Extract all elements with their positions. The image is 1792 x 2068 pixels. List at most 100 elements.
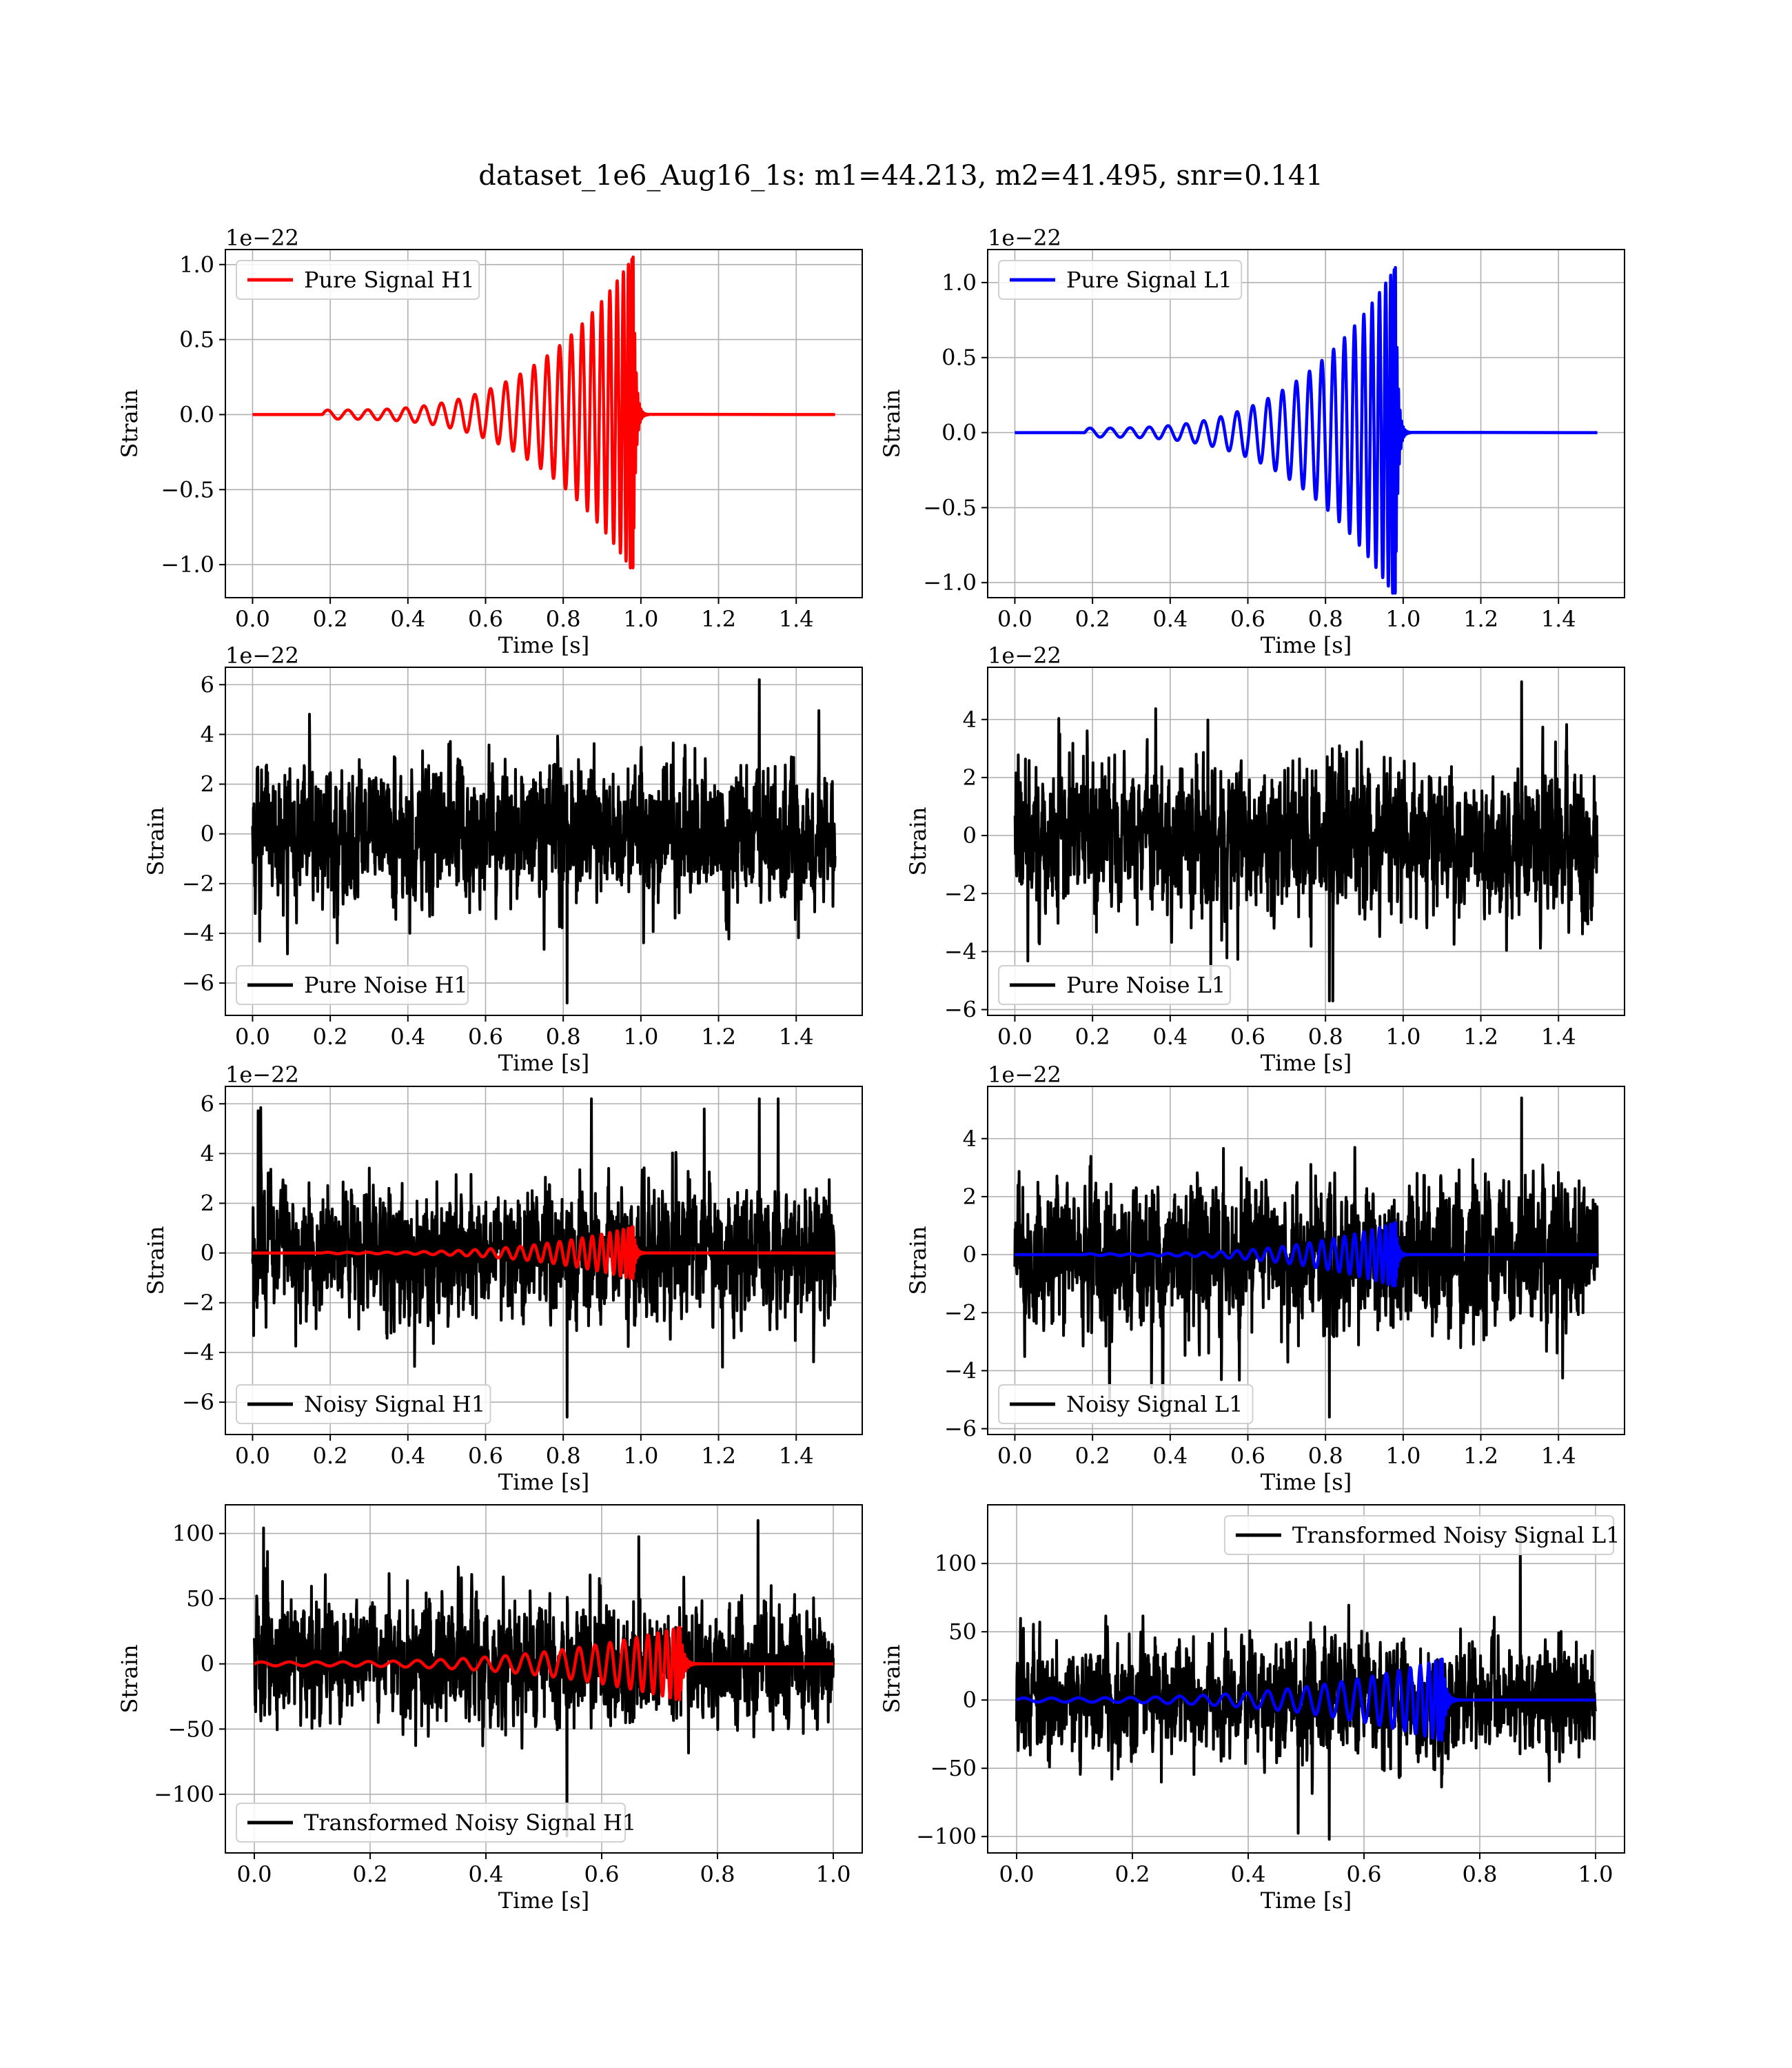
y-tick-label: −4 <box>944 938 977 964</box>
x-tick-label: 0.0 <box>235 1443 270 1469</box>
x-tick-label: 1.0 <box>623 1024 658 1050</box>
legend-label: Pure Signal L1 <box>1066 267 1232 293</box>
y-tick-label: 2 <box>201 1190 214 1217</box>
x-tick-label: 1.4 <box>779 1024 814 1050</box>
y-tick-label: −2 <box>182 1290 214 1316</box>
legend: Transformed Noisy Signal L1 <box>1223 1515 1620 1555</box>
x-tick-label: 0.2 <box>313 1443 348 1469</box>
x-tick-label: 0.2 <box>313 1024 348 1050</box>
y-offset-text: 1e−22 <box>988 1062 1061 1088</box>
axes-frame <box>987 1086 1625 1435</box>
x-axis-label: Time [s] <box>1261 1469 1352 1495</box>
x-tick-label: 1.2 <box>701 1024 736 1050</box>
x-tick-label: 0.6 <box>1230 1443 1265 1469</box>
x-tick-label: 0.2 <box>1075 1024 1110 1050</box>
y-tick-label: −50 <box>930 1755 977 1781</box>
x-axis-label: Time [s] <box>498 1050 589 1076</box>
legend-frame <box>1223 1515 1614 1555</box>
legend-frame <box>236 965 469 1005</box>
signal-series-line <box>1015 1221 1598 1288</box>
x-tick-label: 0.4 <box>390 1443 425 1469</box>
y-tick-label: 6 <box>201 1091 214 1117</box>
subplot-transformed-l1: 0.0 0.2 0.4 0.6 0.8 1.0 Time [s] −100 −50 0 50 100 S… <box>879 1504 1625 1914</box>
legend: Pure Noise L1 <box>998 965 1231 1005</box>
subplot-grid: 0.0 0.2 0.4 0.6 0.8 1.0 1.2 1.4 Time [s] −1.0 −0.5… <box>116 225 1625 1914</box>
x-axis-label: Time [s] <box>498 632 589 658</box>
y-tick-label: −50 <box>167 1716 214 1742</box>
x-tick-label: 1.4 <box>1541 606 1576 632</box>
x-tick-label: 1.0 <box>623 1443 658 1469</box>
noise-series-line <box>251 678 837 1004</box>
x-tick-label: 0.2 <box>1115 1861 1150 1887</box>
y-tick-label: −0.5 <box>161 476 214 503</box>
x-tick-label: 0.6 <box>468 1024 503 1050</box>
legend-frame <box>998 965 1231 1005</box>
subplot-pure-signal-l1: 0.0 0.2 0.4 0.6 0.8 1.0 1.2 1.4 Time [s] −1.0 −0.5… <box>879 225 1625 658</box>
legend-frame <box>998 260 1243 300</box>
x-tick-label: 0.8 <box>1308 606 1343 632</box>
y-tick-label: −6 <box>182 970 214 996</box>
x-axis: 0.0 0.2 0.4 0.6 0.8 1.0 1.2 1.4 Time [s] <box>997 1015 1576 1076</box>
y-tick-label: −100 <box>916 1823 977 1849</box>
y-offset-text: 1e−22 <box>225 1062 299 1088</box>
x-tick-label: 0.0 <box>999 1861 1035 1887</box>
y-tick-label: 100 <box>172 1521 214 1547</box>
plot-area <box>252 255 835 570</box>
x-tick-label: 0.2 <box>1075 606 1110 632</box>
x-tick-label: 0.0 <box>235 1024 270 1050</box>
y-axis: −6 −4 −2 0 2 4 Strain <box>905 1126 988 1442</box>
plot-area <box>252 1519 835 1838</box>
y-tick-label: 100 <box>935 1550 977 1577</box>
x-tick-label: 0.2 <box>353 1861 388 1887</box>
signal-series-line <box>252 1225 835 1280</box>
y-tick-label: −6 <box>944 997 977 1023</box>
y-axis: −100 −50 0 50 100 Strain <box>879 1550 988 1849</box>
x-tick-label: 0.8 <box>546 606 581 632</box>
x-tick-label: 0.4 <box>390 1024 425 1050</box>
y-tick-label: 0 <box>963 822 977 849</box>
x-tick-label: 1.2 <box>1463 1443 1498 1469</box>
plot-area <box>251 678 837 1004</box>
x-tick-label: 0.4 <box>469 1861 504 1887</box>
y-tick-label: 0 <box>201 1240 214 1266</box>
y-tick-label: −100 <box>154 1781 214 1807</box>
legend: Pure Signal H1 <box>236 260 480 300</box>
y-axis: −100 −50 0 50 100 Strain <box>116 1521 225 1807</box>
y-axis-label: Strain <box>905 1226 931 1295</box>
plot-area <box>1013 680 1599 1002</box>
noise-series-line <box>253 1519 835 1838</box>
y-tick-label: 4 <box>963 1126 977 1152</box>
x-tick-label: 0.6 <box>1347 1861 1382 1887</box>
legend-label: Pure Noise H1 <box>304 972 468 998</box>
y-tick-label: −1.0 <box>923 569 977 596</box>
noise-series-line <box>1013 680 1599 1002</box>
x-tick-label: 0.2 <box>1075 1443 1110 1469</box>
axes-frame <box>987 249 1625 598</box>
y-tick-label: 1.0 <box>941 270 977 296</box>
legend-label: Noisy Signal H1 <box>304 1391 485 1417</box>
subplot-noisy-signal-h1: 0.0 0.2 0.4 0.6 0.8 1.0 1.2 1.4 Time [s] −6 −4 −2 0 2… <box>143 1062 863 1495</box>
y-tick-label: 0.0 <box>941 420 977 446</box>
legend-frame <box>236 1803 627 1843</box>
x-tick-label: 0.8 <box>1308 1443 1343 1469</box>
x-tick-label: 0.8 <box>546 1443 581 1469</box>
x-tick-label: 1.4 <box>1541 1443 1576 1469</box>
y-tick-label: 6 <box>201 671 214 698</box>
x-tick-label: 0.4 <box>1152 1443 1188 1469</box>
subplot-pure-noise-l1: 0.0 0.2 0.4 0.6 0.8 1.0 1.2 1.4 Time [s] −6 −4 −2 0 2… <box>905 642 1625 1076</box>
y-tick-label: −2 <box>182 871 214 897</box>
y-axis: −6 −4 −2 0 2 4 Strain <box>905 707 988 1023</box>
x-tick-label: 0.6 <box>468 1443 503 1469</box>
axes-frame <box>225 1086 863 1435</box>
y-offset-text: 1e−22 <box>225 225 299 251</box>
y-axis-label: Strain <box>879 389 905 458</box>
x-tick-label: 0.6 <box>1230 1024 1265 1050</box>
y-tick-label: 0 <box>963 1687 977 1713</box>
y-tick-label: −4 <box>182 1339 214 1366</box>
x-tick-label: 0.8 <box>1308 1024 1343 1050</box>
signal-series-line <box>252 255 835 570</box>
x-tick-label: 0.4 <box>390 606 425 632</box>
x-axis-label: Time [s] <box>1261 1887 1352 1914</box>
y-tick-label: 4 <box>201 721 214 747</box>
y-axis: −6 −4 −2 0 2 4 6 Strain <box>143 1091 225 1415</box>
